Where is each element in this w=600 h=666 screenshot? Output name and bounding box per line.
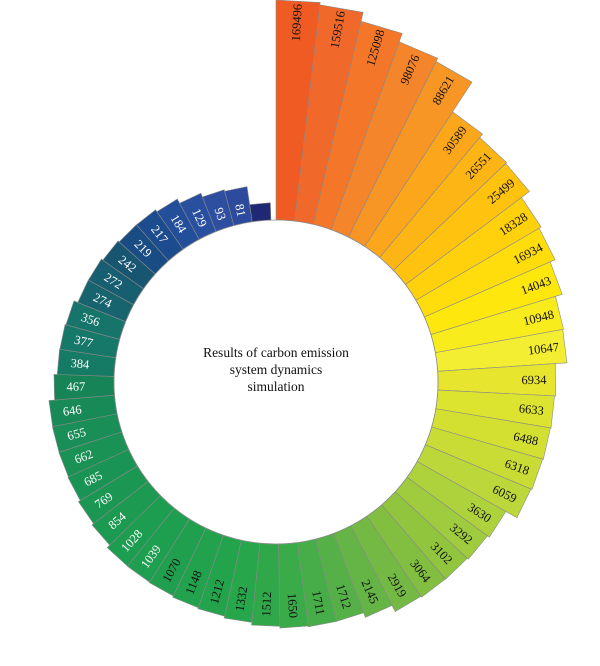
chart-title-line-3: simulation [247,379,305,394]
bar-value-label: 662 [73,447,96,467]
bar-value-label: 169496 [289,3,305,41]
bar-value-label: 81 [232,203,248,218]
bar-value-label: 93 [212,206,229,222]
bar-8 [249,202,272,223]
bar-value-label: 1512 [259,591,274,617]
bar-value-label: 6633 [518,401,544,418]
inner-circle [113,219,439,545]
bar-value-label: 1650 [285,593,301,619]
bar-value-label: 1332 [233,585,251,612]
bar-value-label: 6488 [512,429,539,448]
bar-value-label: 467 [66,379,85,393]
chart-title-line-2: system dynamics [229,362,323,377]
bar-value-label: 10647 [527,340,560,358]
bar-value-label: 1212 [207,578,227,606]
bar-value-label: 655 [66,425,88,443]
bar-value-label: 159516 [328,10,348,49]
bar-value-label: 1711 [309,589,327,616]
chart-title-line-1: Results of carbon emission [203,345,349,360]
bar-value-label: 646 [62,402,83,418]
bar-value-label: 356 [79,310,101,329]
bar-value-label: 384 [70,356,91,372]
bar-value-label: 6934 [521,373,547,387]
bar-value-label: 377 [73,333,94,351]
chart-title: Results of carbon emission system dynami… [176,344,376,395]
